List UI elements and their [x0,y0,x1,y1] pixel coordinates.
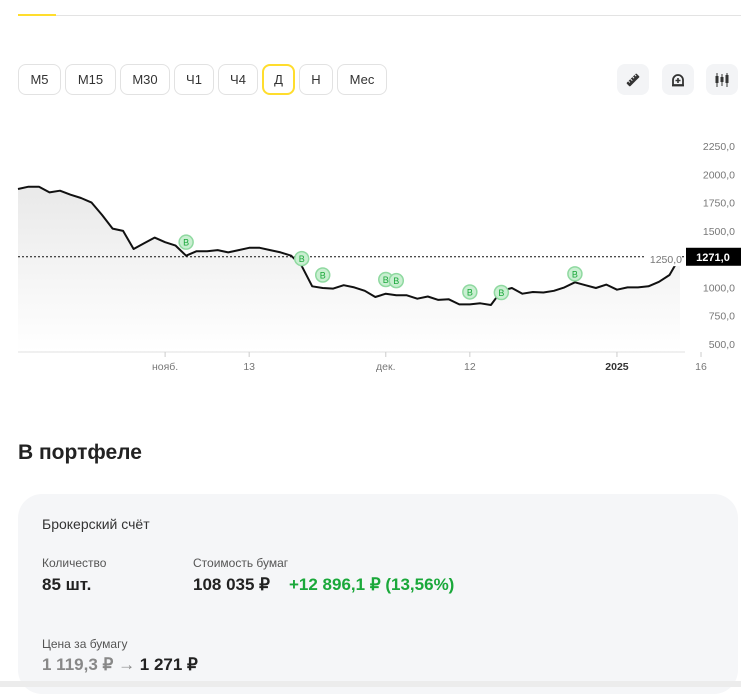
tab-bar-divider [18,15,741,16]
current-price-label: 1271,0 [696,252,730,264]
buy-marker-circle [293,250,310,267]
price-alert-button[interactable] [662,64,694,95]
y-tick-label: 2250,0 [703,141,735,153]
y-tick-label: 2000,0 [703,169,735,181]
buy-marker-label: B [572,269,578,279]
current-price: 1 271 ₽ [139,655,198,674]
active-tab-indicator [18,14,56,16]
holdings-value: 108 035 ₽ [193,575,270,594]
buy-marker[interactable]: B [567,266,583,282]
buy-marker-circle [178,234,194,250]
y-tick-label: 1750,0 [703,198,735,210]
timeframe-month[interactable]: Мес [337,64,387,95]
buy-marker-circle [493,284,510,301]
buy-marker[interactable]: B [178,234,194,250]
current-price-badge: 1271,0 [686,247,741,266]
y-tick-label-backing [644,252,682,267]
ruler-icon [626,73,640,86]
price-label: Цена за бумагу [42,637,128,651]
price-line [17,185,681,306]
quantity-value: 85 шт. [42,575,92,594]
average-price: 1 119,3 ₽ [42,655,114,674]
buy-marker-circle [567,266,583,282]
buy-marker[interactable]: B [314,267,331,283]
buy-marker[interactable]: B [462,284,478,300]
buy-marker-label: B [383,275,389,285]
x-tick-label: 13 [243,361,255,373]
portfolio-title: В портфеле [18,441,142,464]
x-tick-label: дек. [376,361,395,373]
horizontal-scrollbar[interactable] [0,681,741,687]
y-tick-label: 1500,0 [703,226,735,238]
buy-marker-label: B [393,276,399,286]
timeframe-m30[interactable]: М30 [120,64,170,95]
buy-marker-circle [388,272,405,289]
price-area [18,186,680,352]
account-name: Брокерский счёт [42,516,150,532]
x-tick-label: нояб. [152,361,178,373]
timeframe-week[interactable]: Н [299,64,333,95]
buy-marker[interactable]: B [388,272,405,289]
buy-marker-label: B [498,288,504,298]
price-arrow: → [118,655,136,674]
buy-marker-label: B [299,254,305,264]
holdings-change: +12 896,1 ₽ (13,56%) [289,575,455,594]
quantity-label: Количество [42,556,107,570]
alarm-add-icon [672,73,684,86]
candles-icon [715,72,729,87]
buy-marker-label: B [320,270,326,280]
chart-type-button[interactable] [706,64,738,95]
price-chart[interactable]: нояб. 13 дек. 12 2025 16 BBB B BB BB 1271,0 2250… [0,0,741,390]
buy-marker-circle [314,267,331,283]
buy-marker[interactable]: B [293,250,310,267]
timeframe-m15[interactable]: М15 [65,64,116,95]
x-tick-label: 2025 [605,361,629,373]
y-tick-label: 1250,0 [650,254,682,266]
x-tick-label: 16 [695,361,707,373]
y-tick-label: 500,0 [709,339,735,351]
ruler-button[interactable] [617,64,649,95]
buy-marker-label: B [467,287,473,297]
portfolio-card: Брокерский счёт Количество 85 шт. Стоимо… [18,494,738,694]
buy-marker[interactable]: B [493,284,510,301]
timeframe-m5[interactable]: М5 [18,64,61,95]
buy-marker-label: B [183,238,189,248]
timeframe-h4[interactable]: Ч4 [218,64,258,95]
y-tick-label: 1000,0 [703,282,735,294]
x-tick-label: 12 [464,361,476,373]
y-tick-label: 750,0 [709,311,735,323]
value-label: Стоимость бумаг [193,556,289,570]
timeframe-h1[interactable]: Ч1 [174,64,214,95]
timeframe-day[interactable]: Д [262,64,295,95]
buy-marker-circle [462,284,478,300]
